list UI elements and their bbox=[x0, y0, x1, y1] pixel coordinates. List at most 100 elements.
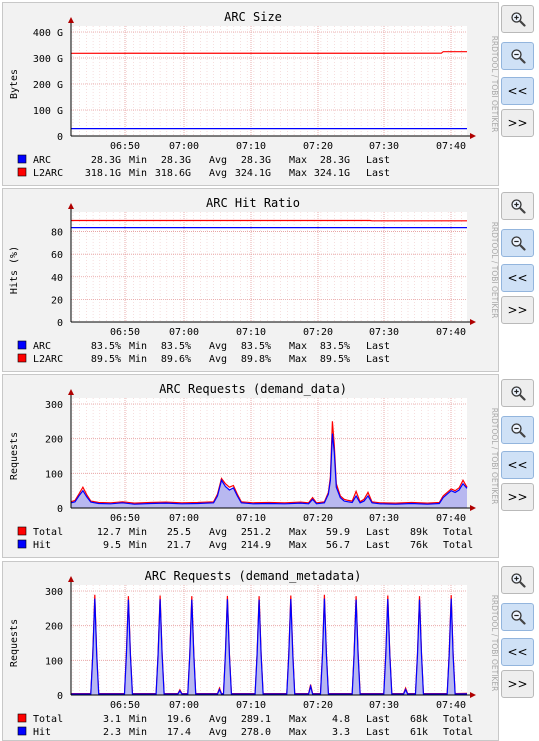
legend-value: 28.3G bbox=[91, 155, 121, 166]
legend-stat-label: Max bbox=[289, 155, 307, 166]
zoom-in-button[interactable] bbox=[501, 192, 534, 220]
legend-name: Hit bbox=[33, 540, 51, 551]
zoom-out-button[interactable] bbox=[501, 603, 534, 631]
forward-button[interactable]: >> bbox=[501, 670, 534, 698]
legend-value: 3.1 bbox=[103, 714, 121, 725]
legend-stat-label: Avg bbox=[209, 168, 227, 179]
legend-stat-label: Min bbox=[129, 155, 147, 166]
zoom-out-button[interactable] bbox=[501, 42, 534, 70]
y-axis-label: Requests bbox=[9, 432, 20, 480]
legend-value: 89.5% bbox=[91, 354, 121, 365]
back-button[interactable]: << bbox=[501, 77, 534, 105]
forward-button[interactable]: >> bbox=[501, 296, 534, 324]
legend-value: 68k bbox=[410, 714, 428, 725]
legend-value: 83.5% bbox=[161, 341, 191, 352]
x-tick-label: 07:00 bbox=[169, 700, 199, 711]
arc-requests-demand-metadata-panel: 0 100 200 300 06:50 07:00 07:10 07:20 07:30 07:40… bbox=[2, 561, 499, 741]
x-tick-label: 07:20 bbox=[303, 700, 333, 711]
legend-value: 21.7 bbox=[167, 540, 191, 551]
y-tick-label: 100 bbox=[45, 656, 63, 667]
legend-stat-label: Last bbox=[366, 155, 390, 166]
x-tick-label: 07:20 bbox=[303, 513, 333, 524]
y-axis-arrow bbox=[68, 389, 74, 395]
legend-stat-label: Max bbox=[289, 168, 307, 179]
y-tick-label: 100 G bbox=[33, 106, 63, 117]
legend-stat-label: Last bbox=[366, 727, 390, 738]
rrdtool-watermark: RRDTOOL / TOBI OETIKER bbox=[490, 36, 499, 133]
legend-stat-label: Total bbox=[443, 727, 473, 738]
legend-value: 3.3 bbox=[332, 727, 350, 738]
legend-value: 89k bbox=[410, 527, 428, 538]
legend-stat-label: Min bbox=[129, 354, 147, 365]
legend-stat-label: Min bbox=[129, 527, 147, 538]
legend-name: ARC bbox=[33, 155, 51, 166]
back-button[interactable]: << bbox=[501, 638, 534, 666]
legend-stat-label: Total bbox=[443, 714, 473, 725]
legend-stat-label: Min bbox=[129, 714, 147, 725]
y-tick-label: 0 bbox=[57, 691, 63, 702]
magnifier-plus-icon bbox=[510, 573, 526, 588]
y-tick-label: 20 bbox=[51, 295, 63, 306]
x-tick-label: 07:10 bbox=[236, 513, 266, 524]
magnifier-plus-icon bbox=[510, 12, 526, 27]
legend-stat-label: Total bbox=[443, 540, 473, 551]
series-line-l2arc bbox=[70, 51, 467, 54]
legend-stat-label: Total bbox=[443, 527, 473, 538]
rrdtool-watermark: RRDTOOL / TOBI OETIKER bbox=[490, 595, 499, 692]
magnifier-minus-icon bbox=[510, 610, 526, 625]
magnifier-plus-icon bbox=[510, 386, 526, 401]
y-tick-label: 40 bbox=[51, 273, 63, 284]
arc-hit-ratio-chart: 0 20 40 60 80 06:50 07:00 07:10 07:20 07:30 07:40 A… bbox=[9, 196, 499, 365]
y-tick-label: 60 bbox=[51, 250, 63, 261]
legend-value: 83.5% bbox=[320, 341, 350, 352]
legend-stat-label: Avg bbox=[209, 727, 227, 738]
legend-stat-label: Min bbox=[129, 727, 147, 738]
legend-value: 19.6 bbox=[167, 714, 191, 725]
forward-button[interactable]: >> bbox=[501, 483, 534, 511]
plot-area bbox=[71, 212, 467, 322]
legend-stat-label: Max bbox=[289, 540, 307, 551]
legend-swatch-hit bbox=[17, 539, 27, 549]
legend-value: 28.3G bbox=[241, 155, 271, 166]
y-tick-label: 300 G bbox=[33, 54, 63, 65]
legend-name: ARC bbox=[33, 341, 51, 352]
back-button[interactable]: << bbox=[501, 451, 534, 479]
forward-button[interactable]: >> bbox=[501, 109, 534, 137]
x-axis-arrow bbox=[470, 505, 476, 511]
y-tick-label: 200 bbox=[45, 435, 63, 446]
x-tick-label: 07:30 bbox=[369, 327, 399, 338]
zoom-out-button[interactable] bbox=[501, 229, 534, 257]
plot-area bbox=[71, 26, 467, 136]
y-tick-label: 80 bbox=[51, 228, 63, 239]
x-tick-label: 07:30 bbox=[369, 141, 399, 152]
zoom-in-button[interactable] bbox=[501, 379, 534, 407]
legend-value: 83.5% bbox=[241, 341, 271, 352]
y-tick-label: 0 bbox=[57, 132, 63, 143]
x-tick-label: 06:50 bbox=[110, 513, 140, 524]
y-tick-label: 0 bbox=[57, 318, 63, 329]
legend-swatch-arc bbox=[17, 340, 27, 350]
zoom-in-button[interactable] bbox=[501, 5, 534, 33]
arc-requests-demand-metadata-chart: 0 100 200 300 06:50 07:00 07:10 07:20 07:30 07:40… bbox=[9, 569, 499, 738]
y-tick-label: 200 G bbox=[33, 80, 63, 91]
y-axis-label: Bytes bbox=[9, 69, 20, 99]
series-line-total bbox=[70, 421, 468, 504]
legend-swatch-l2arc bbox=[17, 167, 27, 177]
y-axis-label: Hits (%) bbox=[9, 246, 20, 294]
series-line-hit bbox=[71, 598, 468, 695]
legend-value: 59.9 bbox=[326, 527, 350, 538]
zoom-in-button[interactable] bbox=[501, 566, 534, 594]
legend-value: 251.2 bbox=[241, 527, 271, 538]
legend-value: 56.7 bbox=[326, 540, 350, 551]
legend-stat-label: Max bbox=[289, 714, 307, 725]
rrdtool-watermark: RRDTOOL / TOBI OETIKER bbox=[490, 222, 499, 319]
x-axis-arrow bbox=[470, 133, 476, 139]
legend-value: 89.8% bbox=[241, 354, 271, 365]
legend-name: L2ARC bbox=[33, 168, 63, 179]
legend-stat-label: Last bbox=[366, 714, 390, 725]
y-tick-label: 200 bbox=[45, 622, 63, 633]
zoom-out-button[interactable] bbox=[501, 416, 534, 444]
back-button[interactable]: << bbox=[501, 264, 534, 292]
legend-stat-label: Avg bbox=[209, 714, 227, 725]
legend-value: 61k bbox=[410, 727, 428, 738]
